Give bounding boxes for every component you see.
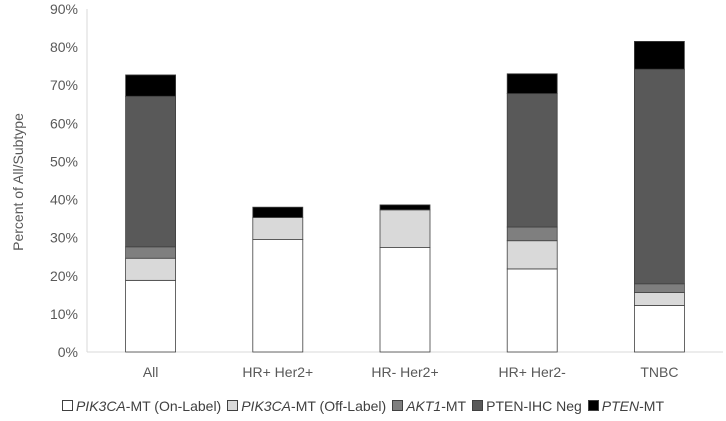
y-tick-label: 70% (50, 77, 78, 93)
legend-item: PTEN-IHC Neg (472, 398, 582, 414)
bar-segment (252, 239, 304, 353)
bar-segment (379, 204, 431, 211)
bar-segment (125, 74, 176, 97)
legend-label: PTEN-IHC Neg (486, 398, 582, 414)
bar-segment (252, 206, 304, 218)
legend-item: AKT1-MT (392, 398, 466, 414)
y-axis-label: Percent of All/Subtype (10, 113, 26, 251)
y-tick-label: 0% (58, 344, 78, 360)
legend-label: -MT (441, 398, 467, 414)
bar-segment (252, 217, 304, 240)
bar-segment (634, 305, 685, 353)
y-tick-label: 30% (50, 230, 78, 246)
bar-segment (634, 292, 685, 306)
legend-swatch (472, 400, 484, 411)
y-tick-label: 90% (50, 1, 78, 17)
bar-segment (634, 40, 685, 70)
y-tick-label: 20% (50, 268, 78, 284)
bar-segment (506, 93, 558, 228)
legend-label-italic: PTEN (601, 398, 640, 414)
x-tick-label: HR+ Her2+ (242, 364, 313, 380)
bar-segment (125, 95, 176, 248)
bar-segment (125, 279, 176, 353)
bar-segment (506, 240, 558, 270)
legend-swatch (392, 400, 404, 411)
x-tick-label: TNBC (640, 364, 678, 380)
bar-segment (379, 247, 431, 353)
legend-item: PIK3CA-MT (On-Label) (61, 398, 222, 414)
legend-label: -MT (On-Label) (125, 398, 222, 414)
bar-segment (506, 73, 558, 95)
bar-segment (125, 257, 176, 281)
y-tick-label: 40% (50, 192, 78, 208)
legend-swatch (587, 400, 599, 411)
legend-label-italic: AKT1 (406, 398, 442, 414)
x-tick-label: All (143, 364, 159, 380)
stacked-bar-chart: 0% 10% 20% 30% 40% 50% 60% 70% 80% 90% All HR+ Her2… (10, 1, 723, 380)
y-tick-label: 10% (50, 306, 78, 322)
bar-segment (634, 283, 685, 293)
x-tick-label: HR- Her2+ (371, 364, 438, 380)
legend-label: -MT (639, 398, 665, 414)
bar-segment (506, 268, 558, 353)
bar-segment (125, 246, 176, 259)
legend-swatch (61, 400, 73, 411)
legend-label: -MT (Off-Label) (291, 398, 387, 414)
y-tick-label: 50% (50, 153, 78, 169)
y-tick-label: 80% (50, 39, 78, 55)
bar-segment (379, 209, 431, 248)
y-tick-label: 60% (50, 115, 78, 131)
bar-segment (506, 226, 558, 242)
x-tick-label: HR+ Her2- (499, 364, 567, 380)
bar-segment (634, 68, 685, 285)
legend-label-italic: PIK3CA (75, 398, 126, 414)
legend-label-italic: PIK3CA (241, 398, 292, 414)
legend-item: PTEN-MT (587, 398, 665, 414)
legend: PIK3CA-MT (On-Label) PIK3CA-MT (Off-Label… (0, 398, 726, 414)
legend-swatch (227, 400, 239, 411)
legend-item: PIK3CA-MT (Off-Label) (227, 398, 386, 414)
